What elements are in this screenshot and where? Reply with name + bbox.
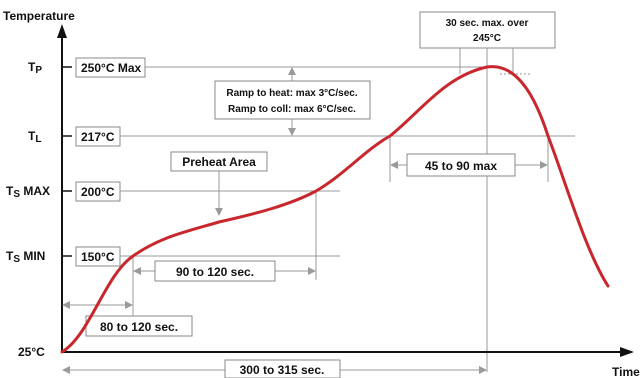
- preheat-duration-label: 90 to 120 sec.: [176, 265, 254, 279]
- initial-ramp-arrow-left-icon: [62, 301, 70, 309]
- ramp-arrow-up-icon: [288, 67, 296, 75]
- preheat-area-label: Preheat Area: [182, 155, 256, 169]
- ramp-heat-label: Ramp to heat: max 3°C/sec.: [226, 88, 357, 99]
- preheat-duration-arrow-left-icon: [133, 267, 141, 275]
- total-time-arrow-left-icon: [62, 366, 70, 374]
- level-value-tp: 250°C Max: [81, 61, 141, 75]
- total-time-label: 300 to 315 sec.: [240, 363, 325, 377]
- x-axis-arrow-icon: [620, 347, 634, 357]
- preheat-duration-box: [154, 260, 276, 282]
- level-value-tsmin: 150°C: [81, 250, 115, 264]
- peak-time-line2: 245°C: [473, 33, 501, 44]
- level-name-tsmin: TS MIN: [6, 249, 45, 265]
- above-liquidus-arrow-right-icon: [540, 161, 548, 169]
- level-box-tp: [75, 57, 146, 78]
- ramp-arrow-down-icon: [288, 128, 296, 136]
- peak-time-line1: 30 sec. max. over: [446, 18, 529, 29]
- level-box-tl: [75, 126, 121, 147]
- level-value-tsmax: 200°C: [81, 185, 115, 199]
- initial-ramp-arrow-right-icon: [125, 301, 133, 309]
- x-axis-title: Time: [612, 365, 640, 378]
- preheat-pointer-arrow-icon: [215, 208, 223, 216]
- temperature-profile-curve: [60, 65, 610, 354]
- peak-time-box: [419, 11, 556, 49]
- total-time-arrow-right-icon: [479, 366, 487, 374]
- above-liquidus-arrow-left-icon: [390, 161, 398, 169]
- level-name-tsmax: TS MAX: [6, 184, 50, 200]
- ramp-cool-label: Ramp to coll: max 6°C/sec.: [228, 104, 356, 115]
- level-name-tl: TL: [28, 129, 41, 145]
- above-liquidus-box: [406, 153, 516, 177]
- total-time-box: [224, 359, 341, 378]
- level-box-tsmax: [75, 181, 121, 202]
- y-axis-arrow-icon: [57, 24, 67, 38]
- y-axis-title: Temperature: [3, 9, 75, 23]
- initial-ramp-label: 80 to 120 sec.: [100, 320, 178, 334]
- ramp-rate-box: [214, 80, 371, 120]
- level-box-tsmin: [75, 246, 121, 267]
- preheat-duration-arrow-right-icon: [308, 267, 316, 275]
- origin-label: 25°C: [18, 345, 45, 359]
- above-liquidus-label: 45 to 90 max: [425, 159, 497, 173]
- level-name-tp: TP: [28, 60, 42, 76]
- level-value-tl: 217°C: [81, 130, 115, 144]
